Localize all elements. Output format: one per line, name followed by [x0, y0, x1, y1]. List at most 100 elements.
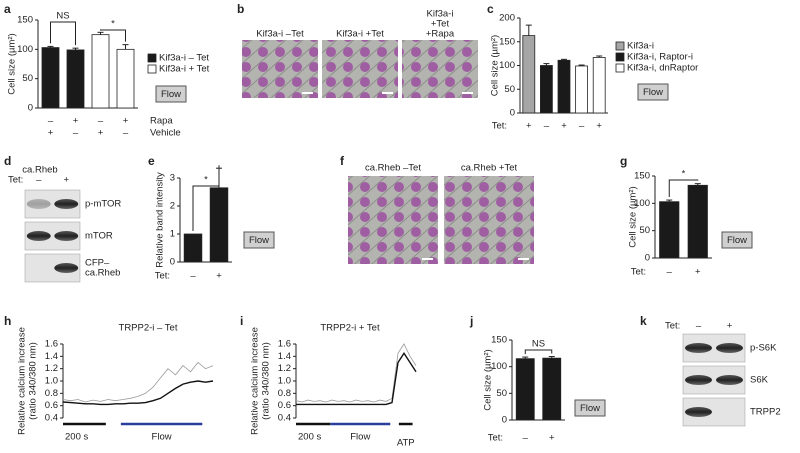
- band-label: TRPP2: [750, 407, 781, 418]
- bar: [592, 57, 606, 114]
- legend-label: Kif3a-i, dnRaptor: [627, 63, 698, 74]
- significance-label: *: [204, 175, 208, 186]
- micrograph: [402, 40, 478, 98]
- y-tick-label: 150: [499, 36, 515, 47]
- y-tick-label: 0.4: [278, 413, 291, 424]
- x-tick-label: –: [544, 121, 550, 132]
- bar: [66, 49, 85, 109]
- trace: [295, 343, 417, 403]
- y-tick-label: 200: [499, 13, 515, 24]
- bar: [522, 35, 536, 114]
- bar: [116, 48, 135, 109]
- y-tick-label: 50: [504, 84, 515, 95]
- panel-letter: b: [237, 2, 244, 16]
- error-bar: [694, 183, 701, 186]
- band-label: mTOR: [85, 231, 113, 242]
- stimulus-label: Flow: [350, 432, 370, 443]
- bar: [209, 187, 229, 263]
- trace: [62, 361, 214, 403]
- error-bar: [548, 356, 555, 359]
- blot-header: ca.Rheb: [22, 165, 57, 176]
- x-tick-label: –: [579, 121, 585, 132]
- row-label: Vehicle: [150, 128, 181, 139]
- legend-swatch: [615, 52, 625, 62]
- y-tick-label: 0.6: [45, 400, 58, 411]
- y-axis-label: Cell size (µm²): [490, 35, 501, 96]
- panel-letter: d: [4, 154, 11, 168]
- bar: [575, 65, 588, 114]
- flow-label: Flow: [161, 89, 181, 100]
- blot-band: [26, 231, 51, 241]
- lane-label: +: [727, 321, 733, 332]
- x-tick-label: –: [523, 433, 529, 444]
- stimulus-label: ATP: [397, 438, 415, 449]
- x-tick-label: +: [98, 128, 104, 139]
- legend-swatch: [147, 53, 157, 63]
- y-axis-label: Cell size (µm²): [483, 349, 494, 410]
- blot-band: [26, 199, 51, 209]
- flow-box: [721, 231, 753, 249]
- error-bar: [596, 55, 603, 58]
- trace: [62, 380, 214, 406]
- y-axis-label: (ratio 340/380 nm): [28, 342, 39, 420]
- panel-letter: a: [4, 2, 11, 16]
- y-axis-label: (ratio 340/380 nm): [261, 342, 272, 420]
- y-tick-label: 1.6: [45, 339, 58, 350]
- bar: [557, 59, 571, 114]
- tet-label: Tet:: [665, 321, 680, 332]
- legend-label: Kif3a-i, Raptor-i: [627, 52, 693, 63]
- y-tick-label: 1.2: [45, 363, 58, 374]
- significance-bracket: [668, 179, 699, 198]
- y-tick-label: 100: [634, 198, 650, 209]
- flow-box: [243, 231, 275, 249]
- blot-band: [685, 407, 712, 417]
- y-tick-label: 0: [502, 415, 507, 426]
- y-tick-label: 1: [170, 229, 175, 240]
- image-label: Kif3a-i –Tet: [256, 29, 304, 40]
- panel-letter: c: [487, 2, 494, 16]
- blot-band: [54, 199, 79, 209]
- y-tick-label: 100: [17, 44, 33, 55]
- x-tick-label: +: [123, 116, 129, 127]
- flow-label: Flow: [727, 235, 747, 246]
- panel-letter: f: [340, 154, 345, 168]
- lane-label: –: [36, 175, 42, 186]
- error-bar: [666, 199, 673, 202]
- error-bar: [72, 47, 79, 50]
- y-tick-label: 150: [491, 335, 507, 346]
- micrograph: [322, 40, 398, 98]
- row-label: Rapa: [150, 116, 173, 127]
- error-bar: [561, 58, 567, 61]
- y-tick-label: 0: [645, 253, 650, 264]
- blot-band: [685, 343, 712, 353]
- flow-box: [637, 83, 669, 101]
- band-label: ca.Rheb: [85, 268, 120, 279]
- flow-label: Flow: [580, 403, 600, 414]
- panel-letter: k: [640, 314, 647, 328]
- error-bar: [543, 63, 550, 66]
- y-tick-label: 50: [496, 388, 507, 399]
- legend-swatch: [147, 64, 157, 74]
- error-bar: [47, 45, 54, 48]
- panel-letter: i: [240, 314, 243, 328]
- significance-label: *: [682, 169, 686, 180]
- panel-letter: e: [148, 154, 155, 168]
- micrograph: [444, 176, 534, 264]
- y-tick-label: 0.8: [45, 388, 58, 399]
- legend-swatch: [615, 63, 625, 73]
- blot-band: [54, 263, 79, 273]
- y-axis-label: Relative calcium increase: [250, 327, 261, 435]
- micrograph: [242, 40, 318, 98]
- error-bar: [525, 24, 532, 36]
- y-tick-label: 3: [170, 173, 175, 184]
- stimulus-label: Flow: [152, 432, 172, 443]
- y-tick-label: 2: [170, 201, 175, 212]
- bar: [542, 357, 562, 421]
- image-label: +Rapa: [426, 29, 455, 40]
- bar: [515, 358, 535, 421]
- flow-box: [155, 85, 187, 103]
- micrograph: [348, 176, 438, 264]
- y-tick-label: 1.4: [278, 351, 291, 362]
- error-bar: [578, 64, 585, 66]
